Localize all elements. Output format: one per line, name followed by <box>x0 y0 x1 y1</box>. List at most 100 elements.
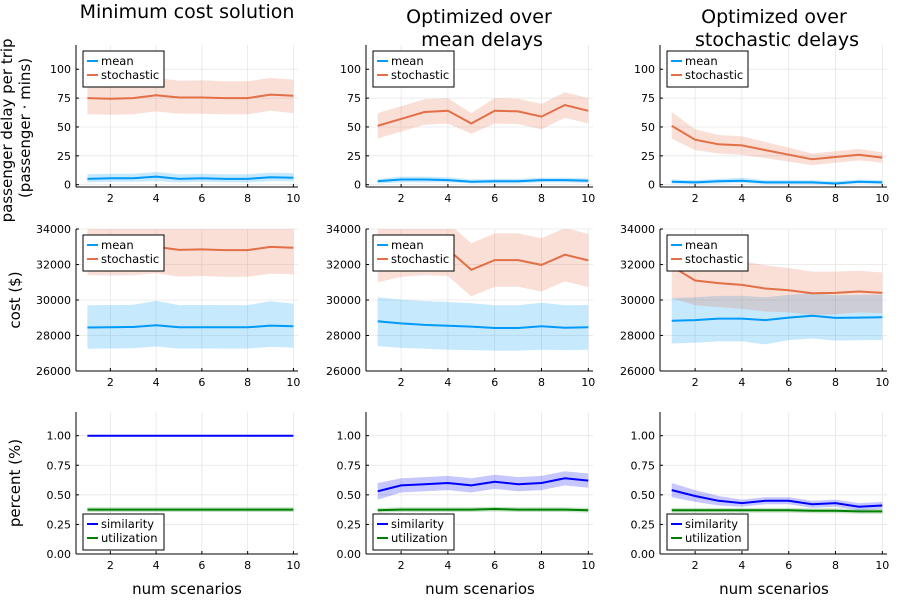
legend-box <box>82 513 165 551</box>
y-tick-label: 26000 <box>620 365 655 378</box>
x-tick-label: 2 <box>398 376 405 389</box>
x-tick-label: 10 <box>286 559 300 572</box>
y-tick-label: 100 <box>340 63 361 76</box>
subplot-2-0: 2 4 6 8 10 0.00 0.25 0.50 0.75 1.00 similarityutil… <box>47 412 300 572</box>
legend-label-mean: mean <box>685 238 718 252</box>
band-stochastic <box>671 234 883 316</box>
xlabel-col-2: num scenarios <box>425 580 535 598</box>
x-tick-label: 6 <box>491 559 498 572</box>
y-tick-label: 34000 <box>620 223 655 236</box>
y-tick-label: 75 <box>347 92 361 105</box>
y-tick-label: 30000 <box>36 294 71 307</box>
y-tick-label: 25 <box>57 150 71 163</box>
line-mean <box>671 179 883 185</box>
series-group <box>671 112 883 185</box>
legend-label-similarity: similarity <box>685 517 738 531</box>
series-group <box>671 234 883 345</box>
column-title-1-line-1: Minimum cost solution <box>80 1 295 23</box>
line-similarity <box>377 477 589 493</box>
line-mean <box>377 320 589 329</box>
row-1-ylabel-line-1: passenger delay per trip <box>0 38 16 222</box>
y-tick-label: 0.25 <box>47 518 72 531</box>
column-title-3: Optimized over stochastic delays <box>695 6 859 51</box>
y-tick-label: 0 <box>648 179 655 192</box>
legend-label-stochastic: stochastic <box>101 68 159 82</box>
y-tick-label: 1.00 <box>631 430 656 443</box>
row-1-ylabel-line-2: (passenger · mins) <box>16 58 34 198</box>
y-tick-label: 25 <box>347 150 361 163</box>
x-tick-label: 10 <box>581 192 595 205</box>
y-tick-label: 30000 <box>326 294 361 307</box>
y-tick-label: 0 <box>64 179 71 192</box>
band-similarity <box>377 471 589 500</box>
x-tick-label: 8 <box>244 192 251 205</box>
line-stochastic <box>87 93 294 100</box>
x-tick-label: 2 <box>107 192 114 205</box>
legend-box <box>372 513 455 551</box>
legend-label-stochastic: stochastic <box>685 68 743 82</box>
column-title-2-line-1: Optimized over <box>406 6 552 28</box>
y-tick-label: 28000 <box>620 330 655 343</box>
y-tick-label: 100 <box>634 63 655 76</box>
x-tick-label: 4 <box>738 376 745 389</box>
x-tick-label: 2 <box>692 376 699 389</box>
series-group <box>377 471 589 513</box>
column-title-1: Minimum cost solution <box>80 1 295 23</box>
line-stochastic <box>671 124 883 161</box>
x-tick-label: 8 <box>832 192 839 205</box>
series-group <box>87 434 294 512</box>
x-tick-label: 2 <box>398 192 405 205</box>
x-tick-label: 4 <box>738 559 745 572</box>
legend-box <box>372 50 455 88</box>
legend-label-stochastic: stochastic <box>391 68 449 82</box>
y-tick-label: 75 <box>57 92 71 105</box>
band-mean <box>377 176 589 184</box>
x-tick-label: 8 <box>538 192 545 205</box>
x-tick-label: 6 <box>785 376 792 389</box>
legend-label-mean: mean <box>101 238 134 252</box>
y-tick-label: 0.50 <box>337 489 362 502</box>
x-tick-label: 8 <box>538 376 545 389</box>
line-utilization <box>377 507 589 512</box>
line-mean <box>87 324 294 329</box>
legend-box <box>372 234 455 272</box>
x-tick-label: 10 <box>286 192 300 205</box>
y-tick-label: 26000 <box>326 365 361 378</box>
row-2-ylabel-line-1: cost ($) <box>6 271 24 328</box>
legend-label-mean: mean <box>685 54 718 68</box>
legend-box <box>666 50 749 88</box>
line-stochastic <box>671 265 883 295</box>
y-tick-label: 0.00 <box>47 548 72 561</box>
column-title-2: Optimized over mean delays <box>406 6 558 51</box>
row-2-ylabel: cost ($) <box>6 271 24 328</box>
y-tick-label: 75 <box>641 92 655 105</box>
x-tick-label: 8 <box>832 376 839 389</box>
series-group <box>671 483 883 514</box>
band-stochastic <box>671 112 883 166</box>
line-similarity <box>671 489 883 508</box>
line-mean <box>87 175 294 180</box>
x-tick-label: 8 <box>244 376 251 389</box>
legend-box <box>82 50 165 88</box>
x-tick-label: 10 <box>875 376 889 389</box>
column-title-2-line-2: mean delays <box>421 29 543 51</box>
legend-box <box>82 234 165 272</box>
x-tick-label: 2 <box>107 376 114 389</box>
y-tick-label: 50 <box>641 121 655 134</box>
y-tick-label: 0.75 <box>337 459 362 472</box>
subplot-2-1: 2 4 6 8 10 0.00 0.25 0.50 0.75 1.00 similarityutil… <box>337 412 595 572</box>
xlabel-col-3: num scenarios <box>719 580 829 598</box>
subplot-1-1: 2 4 6 8 10 26000 28000 30000 32000 34000 meanstoch… <box>326 223 595 389</box>
y-tick-label: 34000 <box>36 223 71 236</box>
